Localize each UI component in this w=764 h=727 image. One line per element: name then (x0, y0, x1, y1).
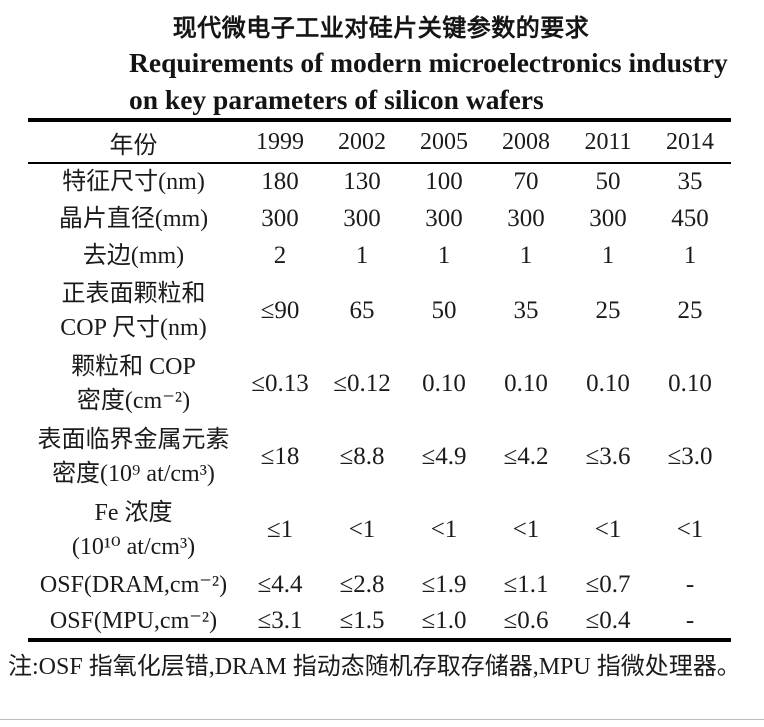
param-value-cell: 300 (261, 204, 299, 232)
title-english-line1: Requirements of modern microelectronics … (129, 47, 728, 78)
year-header-cell: 2002 (338, 128, 386, 155)
param-value-cell: 1 (601, 241, 615, 269)
param-value-cell: <1 (594, 515, 622, 543)
param-value-cell: 2 (273, 241, 287, 269)
parameters-table: 年份 1999 2002 2005 2008 2011 2014 特征尺寸(nm… (28, 118, 731, 642)
param-label-cell: 特征尺寸(nm) (62, 169, 205, 195)
param-value-cell: ≤0.13 (251, 369, 309, 397)
param-value-cell: 35 (513, 296, 539, 324)
year-header-cell: 2014 (666, 128, 714, 155)
param-value-cell: 1 (683, 241, 697, 269)
param-value-cell: ≤0.6 (503, 606, 549, 634)
param-value-cell: ≤0.12 (333, 369, 391, 397)
year-header-cell: 1999 (256, 128, 304, 155)
param-value-cell: ≤8.8 (339, 442, 385, 470)
param-label-cell: 晶片直径(mm) (58, 205, 209, 232)
header-row: 年份 1999 2002 2005 2008 2011 2014 (28, 120, 731, 163)
param-value-cell: 1 (519, 241, 533, 269)
table-row: Fe 浓度 (10¹⁰ at/cm³) ≤1 <1 <1 <1 <1 <1 (28, 493, 731, 566)
year-header-cell: 2011 (584, 128, 632, 155)
param-value-cell: <1 (430, 515, 458, 543)
param-value-cell: ≤4.4 (257, 570, 303, 598)
table-row: OSF(DRAM,cm⁻²) ≤4.4 ≤2.8 ≤1.9 ≤1.1 ≤0.7 … (28, 566, 731, 603)
param-label-cell: OSF(MPU,cm⁻²) (49, 607, 218, 634)
param-label-cell: 颗粒和 COP 密度(cm⁻²) (71, 353, 196, 414)
param-value-cell: 25 (677, 296, 703, 324)
title-english: Requirements of modern microelectronics … (129, 44, 764, 118)
param-value-cell: ≤1.1 (503, 570, 549, 598)
table-row: 特征尺寸(nm) 180 130 100 70 50 35 (28, 163, 731, 200)
table-row: 正表面颗粒和 COP 尺寸(nm) ≤90 65 50 35 25 25 (28, 274, 731, 347)
title-english-line2: on key parameters of silicon wafers (129, 84, 544, 115)
param-value-cell: 70 (513, 168, 539, 195)
param-label-cell: 表面临界金属元素 密度(10⁹ at/cm³) (37, 426, 230, 487)
table-row: 颗粒和 COP 密度(cm⁻²) ≤0.13 ≤0.12 0.10 0.10 0… (28, 347, 731, 420)
param-value-cell: 130 (343, 168, 381, 195)
param-value-cell: 50 (595, 168, 621, 195)
param-value-cell: 180 (261, 168, 299, 195)
footnote: 注:OSF 指氧化层错,DRAM 指动态随机存取存储器,MPU 指微处理器。 (8, 654, 741, 680)
param-value-cell: ≤0.4 (585, 606, 631, 634)
param-value-cell: - (685, 570, 695, 598)
table-row: 去边(mm) 2 1 1 1 1 1 (28, 237, 731, 274)
param-value-cell: ≤3.0 (667, 442, 713, 470)
year-header-cell: 2008 (502, 128, 550, 155)
param-value-cell: ≤90 (260, 296, 300, 324)
table-row: OSF(MPU,cm⁻²) ≤3.1 ≤1.5 ≤1.0 ≤0.6 ≤0.4 - (28, 603, 731, 640)
param-value-cell: <1 (348, 515, 376, 543)
param-value-cell: ≤3.6 (585, 442, 631, 470)
bottom-divider (0, 719, 764, 720)
param-value-cell: 0.10 (504, 369, 548, 397)
param-value-cell: 300 (589, 204, 627, 232)
param-value-cell: 300 (425, 204, 463, 232)
param-value-cell: ≤1.5 (339, 606, 385, 634)
param-value-cell: 0.10 (668, 369, 712, 397)
year-header-label: 年份 (109, 132, 158, 159)
param-value-cell: ≤2.8 (339, 570, 385, 598)
param-value-cell: ≤3.1 (257, 606, 303, 634)
param-label-cell: OSF(DRAM,cm⁻²) (39, 571, 228, 598)
param-label-cell: Fe 浓度 (10¹⁰ at/cm³) (71, 499, 196, 560)
param-label-cell: 去边(mm) (82, 242, 185, 269)
param-value-cell: ≤18 (260, 442, 300, 470)
param-value-cell: <1 (676, 515, 704, 543)
param-value-cell: ≤1.0 (421, 606, 467, 634)
param-value-cell: 1 (437, 241, 451, 269)
param-value-cell: <1 (512, 515, 540, 543)
param-value-cell: 300 (343, 204, 381, 232)
year-header-cell: 2005 (420, 128, 468, 155)
param-value-cell: 1 (355, 241, 369, 269)
param-value-cell: ≤1 (266, 515, 294, 543)
param-value-cell: ≤4.9 (421, 442, 467, 470)
param-value-cell: 100 (425, 168, 463, 195)
table-row: 晶片直径(mm) 300 300 300 300 300 450 (28, 200, 731, 237)
param-value-cell: ≤4.2 (503, 442, 549, 470)
title-chinese: 现代微电子工业对硅片关键参数的要求 (172, 15, 590, 42)
param-value-cell: 450 (671, 204, 709, 232)
param-value-cell: 0.10 (422, 369, 466, 397)
param-value-cell: 300 (507, 204, 545, 232)
param-value-cell: - (685, 606, 695, 634)
param-value-cell: 50 (431, 296, 457, 324)
param-value-cell: 25 (595, 296, 621, 324)
param-value-cell: 0.10 (586, 369, 630, 397)
param-value-cell: ≤1.9 (421, 570, 467, 598)
param-value-cell: 35 (677, 168, 703, 195)
param-label-cell: 正表面颗粒和 COP 尺寸(nm) (60, 280, 207, 341)
param-value-cell: ≤0.7 (585, 570, 631, 598)
param-value-cell: 65 (349, 296, 375, 324)
table-row: 表面临界金属元素 密度(10⁹ at/cm³) ≤18 ≤8.8 ≤4.9 ≤4… (28, 420, 731, 493)
